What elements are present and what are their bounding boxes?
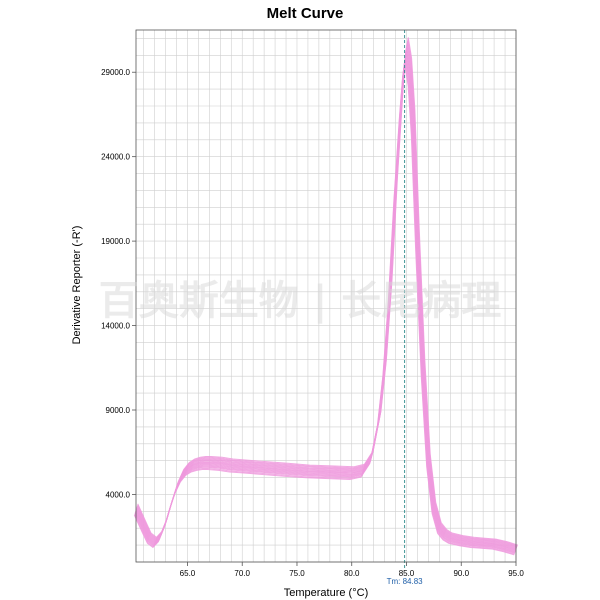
plot-area-frame (135, 29, 517, 563)
x-tick-label: 85.0 (399, 569, 415, 578)
y-axis-label: Derivative Reporter (-R') (71, 226, 83, 345)
y-tick-label: 9000.0 (106, 406, 131, 415)
y-tick-label: 14000.0 (101, 322, 130, 331)
x-axis-ticks: 65.0 70.0 75.0 80.0 85.0 90.0 95.0 (180, 562, 524, 578)
chart-title: Melt Curve (267, 5, 344, 22)
x-tick-label: 80.0 (344, 569, 360, 578)
tm-marker-group: Tm: 84.83 (387, 30, 424, 586)
y-tick-label: 4000.0 (106, 490, 131, 499)
chart-series-group (133, 37, 518, 556)
melt-curve-line-16 (137, 37, 518, 546)
x-tick-label: 75.0 (289, 569, 305, 578)
x-axis-label: Temperature (°C) (284, 587, 368, 599)
watermark-text: 百奥斯生物 | 长尾病理 (99, 278, 501, 325)
y-tick-label: 24000.0 (101, 153, 130, 162)
y-tick-label: 19000.0 (101, 237, 130, 246)
y-axis-ticks: 4000.0 9000.0 14000.0 19000.0 24000.0 29000.0 (101, 68, 136, 499)
x-tick-label: 90.0 (453, 569, 469, 578)
tm-label: Tm: 84.83 (387, 577, 424, 586)
y-tick-label: 29000.0 (101, 68, 130, 77)
x-tick-label: 95.0 (508, 569, 524, 578)
x-tick-label: 70.0 (234, 569, 250, 578)
x-tick-label: 65.0 (180, 569, 196, 578)
